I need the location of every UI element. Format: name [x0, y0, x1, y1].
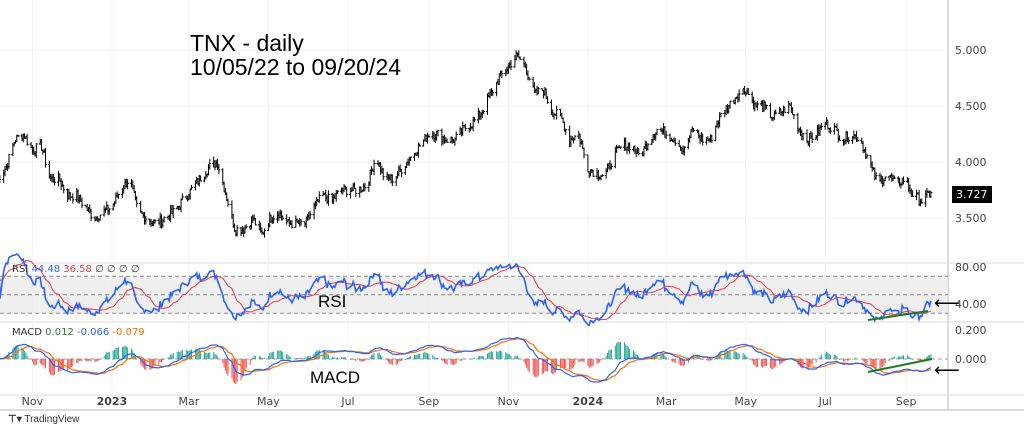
x-axis-label: 2023	[97, 395, 128, 408]
chart-title: TNX - daily	[190, 30, 304, 56]
x-axis-label: Nov	[22, 395, 44, 408]
macd-trendline	[867, 358, 933, 373]
rsi-legend[interactable]: RSI 44.48 36.58 ∅ ∅ ∅ ∅	[12, 264, 140, 275]
x-axis-label: 2024	[573, 395, 604, 408]
x-axis-label: May	[734, 395, 757, 408]
macd-label: MACD	[310, 368, 361, 387]
rsi-legend-name: RSI	[12, 264, 29, 275]
rsi-legend-value: 44.48	[31, 264, 61, 275]
macd-tick-label: 0.000	[955, 353, 987, 366]
arrow-left-icon: ⟵	[934, 360, 960, 380]
rsi-legend-extra: ∅	[107, 264, 116, 275]
chart-subtitle: 10/05/22 to 09/20/24	[190, 54, 402, 80]
rsi-legend-extra: ∅	[95, 264, 104, 275]
tradingview-logo[interactable]: ⊤▾ TradingView	[8, 414, 80, 425]
x-axis-label: Mar	[656, 395, 677, 408]
macd-legend[interactable]: MACD 0.012 -0.066 -0.079	[12, 327, 145, 338]
rsi-trendline	[867, 310, 929, 321]
tradingview-brand: TradingView	[24, 414, 80, 425]
macd-tick-label: 0.200	[955, 324, 987, 337]
rsi-legend-ma: 36.58	[63, 264, 92, 275]
macd-legend-hist: 0.012	[45, 327, 74, 338]
macd-legend-signal: -0.079	[112, 327, 145, 338]
arrow-left-icon: ⟵	[934, 293, 960, 313]
macd-legend-name: MACD	[12, 327, 42, 338]
macd-line	[0, 336, 932, 383]
rsi-tick-label: 80.00	[955, 261, 987, 274]
price-tick-label: 3.500	[955, 212, 987, 225]
x-axis-label: Jul	[340, 395, 354, 408]
price-tick-label: 4.500	[955, 100, 987, 113]
x-axis-label: Mar	[179, 395, 200, 408]
last-price-badge: 3.727	[952, 186, 992, 203]
x-axis-label: May	[257, 395, 280, 408]
price-tick-label: 5.000	[955, 44, 987, 57]
x-axis-label: Jul	[818, 395, 832, 408]
rsi-legend-extra: ∅	[130, 264, 140, 275]
rsi-tick-label: 40.00	[955, 298, 987, 311]
rsi-ma-line	[0, 259, 932, 321]
rsi-label: RSI	[318, 292, 347, 311]
rsi-legend-extra: ∅	[118, 264, 128, 275]
macd-signal-line	[0, 337, 932, 382]
rsi-line	[0, 253, 932, 327]
x-axis-label: Sep	[418, 395, 439, 408]
x-axis-label: Sep	[896, 395, 917, 408]
price-tick-label: 4.000	[955, 156, 987, 169]
x-axis-label: Nov	[498, 395, 520, 408]
macd-legend-macd: -0.066	[77, 327, 110, 338]
